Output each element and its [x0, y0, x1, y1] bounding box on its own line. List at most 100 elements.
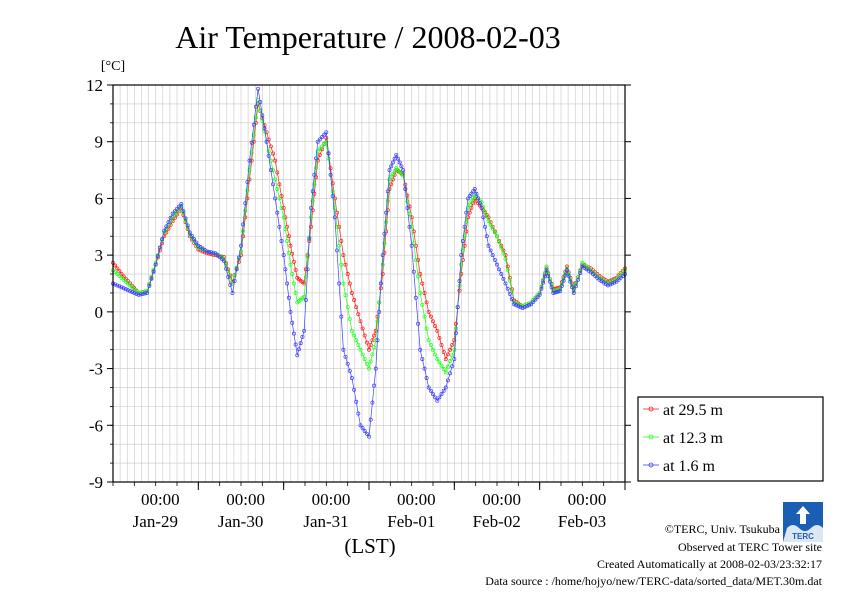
data-point [245, 179, 250, 184]
data-point [317, 152, 322, 157]
data-point [177, 204, 182, 209]
data-point [356, 411, 361, 416]
y-tick-label: -6 [89, 416, 103, 435]
data-point [544, 264, 549, 269]
data-point [324, 135, 329, 140]
data-point [484, 234, 489, 239]
data-point [407, 224, 412, 229]
data-point [483, 209, 488, 214]
data-point [445, 352, 450, 357]
data-point [143, 291, 147, 296]
data-point [474, 191, 479, 196]
data-point [345, 361, 350, 366]
data-point [347, 281, 352, 286]
data-point [314, 156, 319, 161]
data-point [130, 290, 135, 294]
data-point [389, 182, 394, 187]
data-point [439, 342, 444, 347]
data-point [347, 316, 352, 321]
data-point [253, 104, 258, 109]
data-point [375, 319, 380, 324]
data-point [428, 388, 433, 393]
data-point [501, 276, 506, 281]
terc-logo-icon: TERC [783, 502, 823, 542]
data-point [472, 187, 477, 191]
data-point [501, 251, 506, 256]
data-point [497, 239, 502, 244]
data-point [556, 289, 561, 294]
data-point [352, 387, 357, 392]
data-point [234, 267, 239, 272]
data-point [307, 236, 312, 241]
data-point [443, 385, 448, 390]
data-point [310, 198, 315, 203]
legend-box [637, 396, 824, 482]
data-point [337, 224, 342, 229]
data-point [251, 122, 256, 127]
data-point [529, 302, 534, 307]
data-point [132, 287, 137, 292]
data-point [260, 118, 265, 123]
data-point [378, 281, 383, 286]
data-point [179, 202, 184, 207]
data-point [518, 305, 523, 310]
data-point [281, 205, 286, 210]
data-point [488, 248, 493, 253]
data-point [277, 224, 282, 229]
data-point [356, 312, 361, 317]
data-point [339, 314, 344, 319]
data-point [448, 347, 453, 352]
data-point [293, 342, 298, 347]
data-point [134, 291, 139, 296]
data-point [484, 214, 489, 219]
y-tick-label: -9 [89, 473, 103, 492]
data-point [462, 234, 467, 239]
data-point [546, 273, 551, 278]
x-tick-time: 00:00 [312, 490, 351, 509]
data-point [380, 253, 385, 258]
data-point [372, 383, 377, 388]
data-point [443, 357, 448, 362]
data-point [450, 353, 455, 358]
data-point [239, 249, 243, 254]
data-point [431, 347, 435, 352]
data-point [360, 326, 365, 331]
data-point [610, 281, 615, 286]
data-point [401, 168, 406, 173]
legend-label: at 12.3 m [663, 430, 724, 447]
data-point [207, 249, 211, 254]
data-point [559, 283, 564, 288]
data-point [503, 281, 508, 286]
data-point [495, 234, 499, 239]
data-point [302, 294, 307, 299]
data-point [232, 273, 237, 278]
data-point [435, 398, 440, 403]
axes: 12 9 6 3 0 -3 -6 -9 00:00 Jan-29 00:00 Jan-30 00:00 J… [86, 76, 631, 531]
data-point [605, 283, 610, 288]
data-point [411, 241, 416, 246]
data-point [224, 263, 229, 268]
data-point [300, 334, 305, 339]
data-point [209, 250, 214, 255]
data-point [115, 272, 120, 276]
data-point [509, 289, 514, 294]
data-point [368, 417, 373, 422]
data-point [580, 260, 585, 265]
data-point [305, 255, 310, 259]
data-point [275, 187, 280, 191]
data-point [377, 300, 382, 305]
data-point [462, 243, 467, 248]
data-point [437, 395, 442, 400]
data-point [358, 423, 363, 428]
data-point [185, 223, 190, 228]
x-tick-date: Jan-30 [218, 512, 263, 531]
data-point [486, 219, 491, 224]
x-tick-time: 00:00 [226, 490, 265, 509]
data-point [290, 251, 295, 256]
data-point [247, 158, 252, 163]
data-point [370, 352, 375, 357]
data-point [256, 86, 261, 91]
data-point [418, 272, 423, 276]
data-point [128, 289, 133, 294]
